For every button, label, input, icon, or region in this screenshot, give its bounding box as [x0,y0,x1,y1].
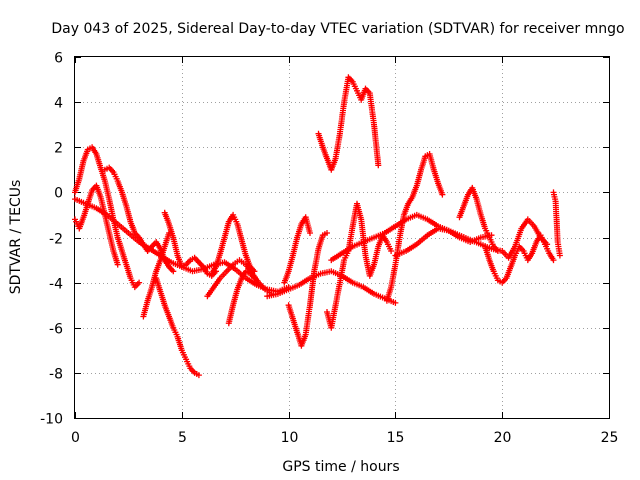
series-arc-19 [456,184,501,254]
series-arc-22 [550,189,563,259]
series-arc-12 [285,230,330,349]
data-point-markers [550,189,563,259]
x-tick-label: 15 [387,430,405,446]
data-point-markers [140,230,172,320]
series-arc-15 [324,200,395,331]
y-axis: -10 -8 -6 -4 -2 0 2 4 6 [40,51,609,428]
y-tick-label: -6 [49,322,63,338]
series-arc-9 [204,257,275,300]
series-arc-10 [225,268,258,327]
series-arc-18 [392,225,495,259]
series-arc-7 [161,209,219,279]
y-tick-label: 0 [54,186,63,202]
series-arc-14 [315,74,382,173]
data-point-markers [392,225,495,259]
x-tick-label: 20 [494,430,512,446]
data-point-markers [225,268,258,327]
data-point-markers [499,216,551,261]
series-arc-6 [153,275,202,379]
data-point-markers [153,275,202,379]
y-axis-title: SDTVAR / TECUs [8,180,24,295]
x-tick-label: 25 [601,430,619,446]
data-point-markers [324,200,395,331]
y-tick-label: -2 [49,232,63,248]
data-point-markers [161,209,219,279]
series-arc-1 [72,144,143,291]
data-point-markers [456,184,501,254]
y-tick-label: -10 [40,412,63,428]
data-point-markers [482,232,557,286]
data-point-markers [281,214,313,286]
y-tick-label: -8 [49,367,63,383]
y-tick-label: 2 [54,141,63,157]
x-tick-label: 5 [178,430,187,446]
series-arc-20 [482,232,557,286]
y-tick-label: 4 [54,96,63,112]
data-point-markers [383,151,446,304]
series-arc-8 [208,211,258,277]
x-tick-label: 0 [71,430,80,446]
y-tick-label: 6 [54,51,63,67]
series-arc-5 [140,230,172,320]
x-axis: 0 5 10 15 20 25 [71,57,618,446]
series-arc-17 [383,151,446,304]
data-point-markers [285,230,330,349]
data-point-markers [315,74,382,173]
data-point-markers [72,144,143,291]
x-axis-title: GPS time / hours [282,459,399,475]
x-tick-label: 10 [281,430,299,446]
series-arc-2 [72,182,121,268]
series-arc-13 [281,214,313,286]
data-point-markers [208,211,258,277]
plot-frame [74,56,610,419]
data-point-markers [204,257,275,300]
data-series [72,74,563,379]
chart-title: Day 043 of 2025, Sidereal Day-to-day VTE… [51,21,624,37]
data-point-markers [72,182,121,268]
y-tick-label: -4 [49,277,63,293]
series-arc-21 [499,216,551,261]
